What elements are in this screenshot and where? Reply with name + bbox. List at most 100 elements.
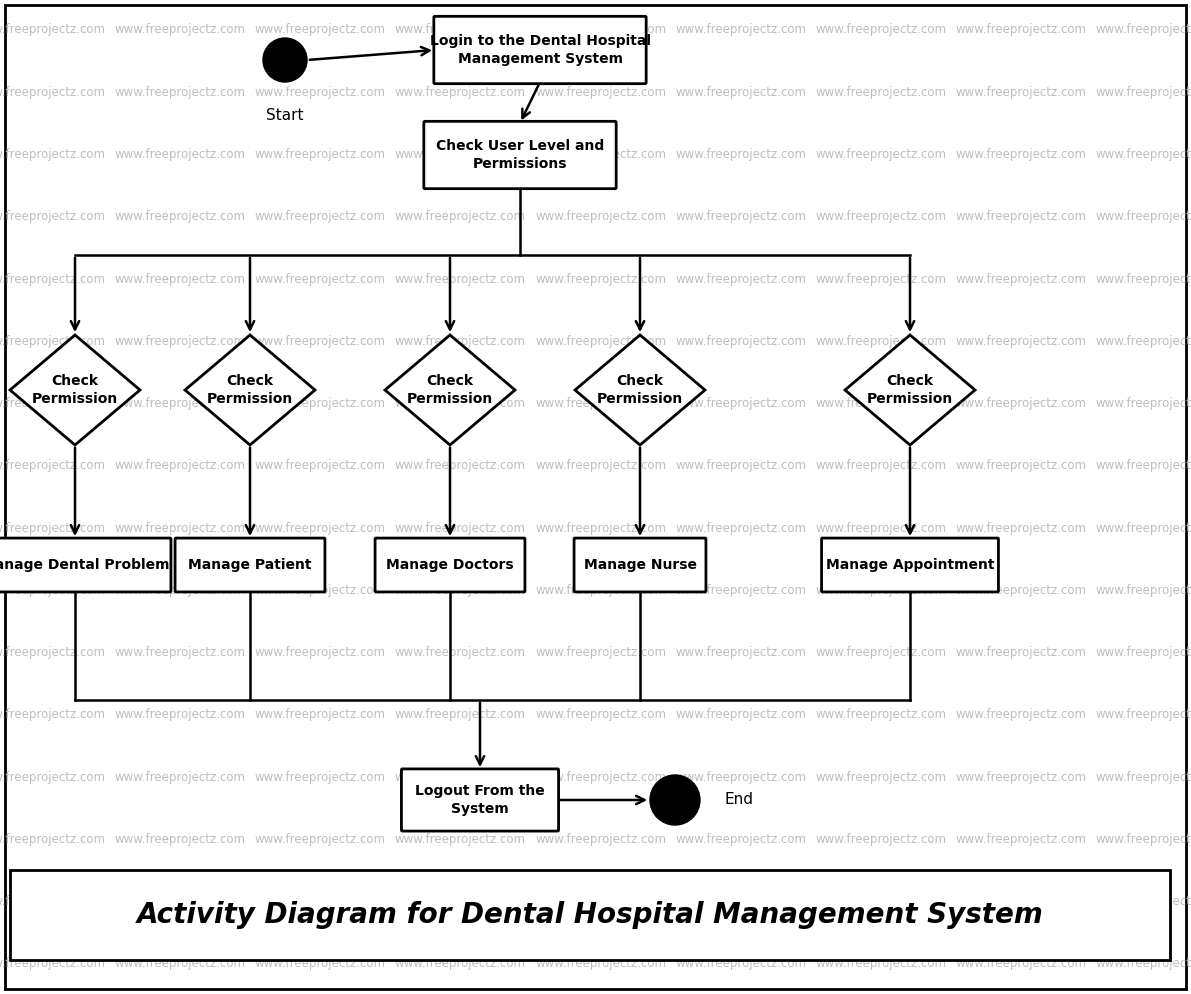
Text: www.freeprojectz.com: www.freeprojectz.com bbox=[255, 896, 386, 909]
Text: www.freeprojectz.com: www.freeprojectz.com bbox=[395, 459, 526, 472]
Text: www.freeprojectz.com: www.freeprojectz.com bbox=[0, 335, 106, 348]
Text: www.freeprojectz.com: www.freeprojectz.com bbox=[1096, 148, 1191, 161]
Text: www.freeprojectz.com: www.freeprojectz.com bbox=[535, 957, 666, 970]
Text: www.freeprojectz.com: www.freeprojectz.com bbox=[114, 272, 245, 285]
Text: www.freeprojectz.com: www.freeprojectz.com bbox=[675, 522, 806, 535]
Text: www.freeprojectz.com: www.freeprojectz.com bbox=[816, 148, 947, 161]
Text: www.freeprojectz.com: www.freeprojectz.com bbox=[816, 459, 947, 472]
Text: www.freeprojectz.com: www.freeprojectz.com bbox=[535, 459, 666, 472]
Text: www.freeprojectz.com: www.freeprojectz.com bbox=[114, 85, 245, 98]
Text: www.freeprojectz.com: www.freeprojectz.com bbox=[955, 957, 1086, 970]
Text: www.freeprojectz.com: www.freeprojectz.com bbox=[955, 211, 1086, 224]
Text: www.freeprojectz.com: www.freeprojectz.com bbox=[675, 957, 806, 970]
Text: www.freeprojectz.com: www.freeprojectz.com bbox=[535, 522, 666, 535]
Text: www.freeprojectz.com: www.freeprojectz.com bbox=[1096, 646, 1191, 659]
Text: www.freeprojectz.com: www.freeprojectz.com bbox=[255, 522, 386, 535]
Text: www.freeprojectz.com: www.freeprojectz.com bbox=[675, 709, 806, 722]
Text: www.freeprojectz.com: www.freeprojectz.com bbox=[675, 770, 806, 783]
Text: www.freeprojectz.com: www.freeprojectz.com bbox=[675, 148, 806, 161]
Text: www.freeprojectz.com: www.freeprojectz.com bbox=[395, 335, 526, 348]
Text: www.freeprojectz.com: www.freeprojectz.com bbox=[535, 148, 666, 161]
Text: www.freeprojectz.com: www.freeprojectz.com bbox=[395, 24, 526, 37]
Text: www.freeprojectz.com: www.freeprojectz.com bbox=[395, 211, 526, 224]
Text: www.freeprojectz.com: www.freeprojectz.com bbox=[535, 24, 666, 37]
Text: www.freeprojectz.com: www.freeprojectz.com bbox=[816, 85, 947, 98]
Text: www.freeprojectz.com: www.freeprojectz.com bbox=[255, 833, 386, 846]
Text: Check
Permission: Check Permission bbox=[597, 375, 684, 406]
Text: Manage Doctors: Manage Doctors bbox=[386, 558, 513, 572]
Text: www.freeprojectz.com: www.freeprojectz.com bbox=[114, 397, 245, 411]
Circle shape bbox=[650, 775, 700, 825]
Text: www.freeprojectz.com: www.freeprojectz.com bbox=[0, 957, 106, 970]
Text: www.freeprojectz.com: www.freeprojectz.com bbox=[114, 896, 245, 909]
Text: www.freeprojectz.com: www.freeprojectz.com bbox=[1096, 957, 1191, 970]
Text: www.freeprojectz.com: www.freeprojectz.com bbox=[114, 335, 245, 348]
Text: www.freeprojectz.com: www.freeprojectz.com bbox=[255, 709, 386, 722]
Text: www.freeprojectz.com: www.freeprojectz.com bbox=[255, 272, 386, 285]
Text: Manage Patient: Manage Patient bbox=[188, 558, 312, 572]
Text: www.freeprojectz.com: www.freeprojectz.com bbox=[816, 833, 947, 846]
Text: www.freeprojectz.com: www.freeprojectz.com bbox=[535, 397, 666, 411]
Text: www.freeprojectz.com: www.freeprojectz.com bbox=[1096, 24, 1191, 37]
Text: www.freeprojectz.com: www.freeprojectz.com bbox=[955, 335, 1086, 348]
Text: www.freeprojectz.com: www.freeprojectz.com bbox=[816, 272, 947, 285]
Text: www.freeprojectz.com: www.freeprojectz.com bbox=[535, 583, 666, 597]
Text: www.freeprojectz.com: www.freeprojectz.com bbox=[1096, 85, 1191, 98]
Text: www.freeprojectz.com: www.freeprojectz.com bbox=[395, 770, 526, 783]
Text: www.freeprojectz.com: www.freeprojectz.com bbox=[535, 646, 666, 659]
Text: www.freeprojectz.com: www.freeprojectz.com bbox=[1096, 896, 1191, 909]
Text: www.freeprojectz.com: www.freeprojectz.com bbox=[1096, 459, 1191, 472]
Polygon shape bbox=[10, 335, 141, 445]
Text: www.freeprojectz.com: www.freeprojectz.com bbox=[535, 833, 666, 846]
Text: www.freeprojectz.com: www.freeprojectz.com bbox=[255, 957, 386, 970]
Text: www.freeprojectz.com: www.freeprojectz.com bbox=[114, 148, 245, 161]
Text: End: End bbox=[725, 792, 754, 807]
Text: www.freeprojectz.com: www.freeprojectz.com bbox=[0, 148, 106, 161]
Text: www.freeprojectz.com: www.freeprojectz.com bbox=[114, 833, 245, 846]
Text: www.freeprojectz.com: www.freeprojectz.com bbox=[395, 833, 526, 846]
Text: www.freeprojectz.com: www.freeprojectz.com bbox=[395, 583, 526, 597]
Text: www.freeprojectz.com: www.freeprojectz.com bbox=[816, 522, 947, 535]
FancyBboxPatch shape bbox=[375, 538, 525, 592]
Text: www.freeprojectz.com: www.freeprojectz.com bbox=[114, 459, 245, 472]
Text: www.freeprojectz.com: www.freeprojectz.com bbox=[675, 833, 806, 846]
FancyBboxPatch shape bbox=[175, 538, 325, 592]
Text: www.freeprojectz.com: www.freeprojectz.com bbox=[1096, 211, 1191, 224]
Text: www.freeprojectz.com: www.freeprojectz.com bbox=[0, 522, 106, 535]
Text: Start: Start bbox=[267, 107, 304, 122]
Text: www.freeprojectz.com: www.freeprojectz.com bbox=[816, 646, 947, 659]
Text: www.freeprojectz.com: www.freeprojectz.com bbox=[114, 24, 245, 37]
Text: www.freeprojectz.com: www.freeprojectz.com bbox=[0, 272, 106, 285]
Text: www.freeprojectz.com: www.freeprojectz.com bbox=[395, 896, 526, 909]
Text: www.freeprojectz.com: www.freeprojectz.com bbox=[816, 24, 947, 37]
Text: www.freeprojectz.com: www.freeprojectz.com bbox=[395, 709, 526, 722]
Text: www.freeprojectz.com: www.freeprojectz.com bbox=[675, 24, 806, 37]
Text: www.freeprojectz.com: www.freeprojectz.com bbox=[114, 709, 245, 722]
Text: www.freeprojectz.com: www.freeprojectz.com bbox=[1096, 770, 1191, 783]
Text: www.freeprojectz.com: www.freeprojectz.com bbox=[0, 770, 106, 783]
Text: www.freeprojectz.com: www.freeprojectz.com bbox=[0, 896, 106, 909]
Text: www.freeprojectz.com: www.freeprojectz.com bbox=[816, 211, 947, 224]
Text: www.freeprojectz.com: www.freeprojectz.com bbox=[675, 646, 806, 659]
Text: Check
Permission: Check Permission bbox=[867, 375, 953, 406]
FancyBboxPatch shape bbox=[434, 16, 647, 83]
Text: www.freeprojectz.com: www.freeprojectz.com bbox=[535, 770, 666, 783]
Text: www.freeprojectz.com: www.freeprojectz.com bbox=[0, 85, 106, 98]
Text: www.freeprojectz.com: www.freeprojectz.com bbox=[675, 211, 806, 224]
Text: www.freeprojectz.com: www.freeprojectz.com bbox=[395, 272, 526, 285]
Text: www.freeprojectz.com: www.freeprojectz.com bbox=[955, 459, 1086, 472]
Text: Logout From the
System: Logout From the System bbox=[416, 784, 544, 816]
Text: www.freeprojectz.com: www.freeprojectz.com bbox=[395, 646, 526, 659]
FancyBboxPatch shape bbox=[822, 538, 998, 592]
Text: www.freeprojectz.com: www.freeprojectz.com bbox=[255, 85, 386, 98]
Text: www.freeprojectz.com: www.freeprojectz.com bbox=[675, 397, 806, 411]
Text: www.freeprojectz.com: www.freeprojectz.com bbox=[255, 770, 386, 783]
Text: www.freeprojectz.com: www.freeprojectz.com bbox=[675, 583, 806, 597]
Text: www.freeprojectz.com: www.freeprojectz.com bbox=[955, 709, 1086, 722]
Text: www.freeprojectz.com: www.freeprojectz.com bbox=[114, 770, 245, 783]
Text: www.freeprojectz.com: www.freeprojectz.com bbox=[955, 272, 1086, 285]
Text: www.freeprojectz.com: www.freeprojectz.com bbox=[395, 957, 526, 970]
Text: www.freeprojectz.com: www.freeprojectz.com bbox=[0, 459, 106, 472]
Text: www.freeprojectz.com: www.freeprojectz.com bbox=[0, 397, 106, 411]
Text: www.freeprojectz.com: www.freeprojectz.com bbox=[675, 896, 806, 909]
